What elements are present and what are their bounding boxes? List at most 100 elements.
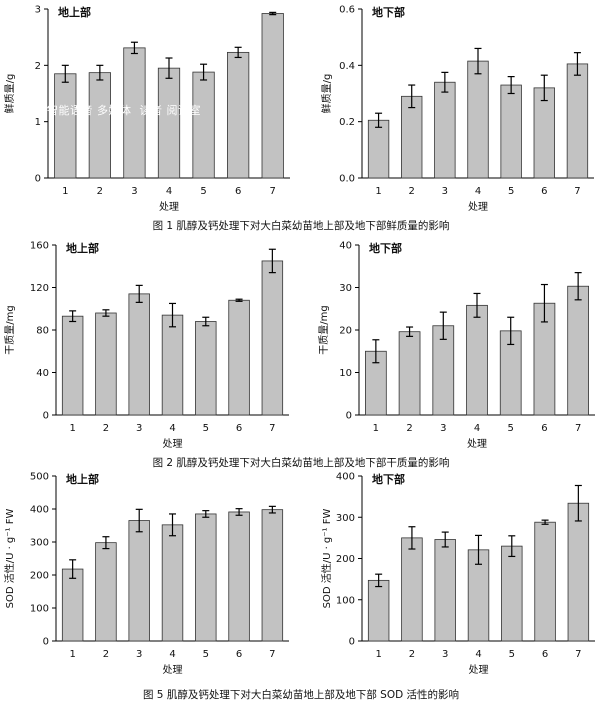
- chart5-x-tick-label: 2: [103, 649, 109, 660]
- chart3-x-axis-title: 处理: [163, 438, 183, 450]
- chart3-x-tick-label: 5: [203, 423, 209, 434]
- chart6-x-tick-label: 2: [409, 649, 415, 660]
- chart2-x-tick-label: 5: [508, 186, 514, 197]
- chart5-y-tick-label: 300: [30, 538, 49, 549]
- chart1-y-tick-label: 0: [35, 174, 41, 185]
- chart2-y-tick-label: 0.4: [339, 61, 355, 72]
- chart6-y-tick-label: 400: [336, 472, 355, 483]
- chart4-bar: [567, 285, 589, 416]
- figure-1-caption: 图 1 肌醇及钙处理下对大白菜幼苗地上部及地下部鲜质量的影响: [152, 220, 450, 232]
- chart4-x-tick-label: 5: [508, 423, 514, 434]
- chart6-y-axis-title: SOD 活性/U · g⁻¹ FW: [320, 509, 333, 609]
- chart2-y-axis-title: 鲜质量/g: [320, 74, 333, 114]
- chart3-title: 地上部: [66, 241, 99, 255]
- chart5-x-tick-label: 1: [69, 649, 75, 660]
- chart1-x-tick-label: 7: [270, 186, 276, 197]
- chart3-bar: [61, 315, 84, 416]
- chart5-y-tick-label: 100: [30, 604, 49, 615]
- chart4-x-tick-label: 3: [440, 423, 446, 434]
- chart4-title: 地下部: [369, 241, 402, 255]
- chart5-bar: [128, 520, 150, 642]
- chart5-bar: [95, 542, 117, 642]
- chart5-bar: [161, 524, 184, 642]
- chart2-bar: [367, 119, 390, 179]
- chart5-x-tick-label: 5: [203, 649, 209, 660]
- chart1-bar: [192, 71, 215, 179]
- chart5-bar: [261, 509, 284, 642]
- chart3-x-tick-label: 2: [103, 423, 109, 434]
- chart6-bar: [501, 545, 523, 642]
- chart1-bar: [227, 51, 250, 179]
- chart2-y-tick-label: 0.0: [339, 174, 355, 185]
- chart2-x-tick-label: 7: [574, 186, 580, 197]
- chart3-bar: [228, 299, 250, 416]
- chart3-bar: [161, 314, 184, 416]
- chart5-y-axis-title: SOD 活性/U · g⁻¹ FW: [3, 509, 16, 609]
- chart6-y-tick-label: 0: [349, 637, 355, 648]
- chart4-bar: [466, 304, 488, 416]
- chart1-y-tick-label: 1: [35, 117, 41, 128]
- chart5-x-tick-label: 6: [236, 649, 242, 660]
- chart1-y-tick-label: 2: [35, 61, 41, 72]
- watermark-text: 智能语音 多媒体 读者 阅读室: [47, 104, 201, 117]
- chart4-x-tick-label: 1: [373, 423, 379, 434]
- chart6-x-tick-label: 1: [375, 649, 381, 660]
- chart1-x-tick-label: 6: [235, 186, 241, 197]
- chart6-x-tick-label: 5: [509, 649, 515, 660]
- chart3-x-tick-label: 6: [236, 423, 242, 434]
- chart1-x-tick-label: 4: [166, 186, 172, 197]
- chart3-y-axis-title: 干质量/mg: [4, 305, 16, 354]
- chart3-bar: [128, 293, 150, 416]
- chart3-bar: [95, 312, 117, 416]
- chart6-x-tick-label: 3: [442, 649, 448, 660]
- chart4-y-tick-label: 30: [339, 283, 352, 294]
- chart5-y-tick-label: 200: [30, 571, 49, 582]
- chart1-x-tick-label: 1: [62, 186, 68, 197]
- chart6-bar: [401, 537, 423, 642]
- chart6-bar: [567, 502, 590, 642]
- chart3-y-tick-label: 120: [30, 283, 49, 294]
- chart1-x-tick-label: 3: [131, 186, 137, 197]
- chart2-bar: [434, 81, 456, 179]
- chart2-x-tick-label: 4: [475, 186, 481, 197]
- chart5-bar: [195, 513, 217, 642]
- chart1-bar: [88, 72, 111, 179]
- chart6-x-tick-label: 6: [542, 649, 548, 660]
- chart1-title: 地上部: [58, 5, 91, 19]
- chart4-y-tick-label: 40: [339, 241, 352, 252]
- chart5-y-tick-label: 500: [30, 472, 49, 483]
- chart5-x-tick-label: 3: [136, 649, 142, 660]
- chart2-bar: [500, 84, 522, 179]
- chart5-bar: [61, 568, 84, 642]
- chart2-bar: [566, 63, 589, 179]
- chart3-y-tick-label: 40: [36, 368, 49, 379]
- chart3-x-tick-label: 4: [169, 423, 175, 434]
- chart1-y-axis-title: 鲜质量/g: [3, 74, 16, 114]
- chart4-y-tick-label: 0: [346, 411, 352, 422]
- chart6-bar: [534, 521, 556, 642]
- chart1-y-tick-label: 3: [35, 5, 41, 16]
- chart5-bar: [228, 511, 250, 642]
- chart6-title: 地下部: [372, 472, 405, 486]
- chart4-x-tick-label: 7: [575, 423, 581, 434]
- chart1-bar: [54, 73, 77, 179]
- chart2-title: 地下部: [372, 5, 405, 19]
- chart1-x-axis-title: 处理: [159, 201, 179, 213]
- chart4-bar: [398, 331, 421, 416]
- chart3-bar: [195, 321, 217, 416]
- chart4-y-tick-label: 10: [339, 368, 352, 379]
- chart2-y-tick-label: 0.6: [339, 5, 355, 16]
- chart6-y-tick-label: 300: [336, 513, 355, 524]
- chart2-bar: [401, 95, 423, 179]
- chart4-x-tick-label: 4: [474, 423, 480, 434]
- chart3-x-tick-label: 3: [136, 423, 142, 434]
- chart3-x-tick-label: 7: [269, 423, 275, 434]
- chart1-x-tick-label: 5: [200, 186, 206, 197]
- chart2-bar: [467, 60, 489, 179]
- chart4-y-axis-title: 干质量/mg: [318, 305, 330, 354]
- chart1-bar: [157, 67, 181, 179]
- chart4-x-axis-title: 处理: [467, 438, 487, 450]
- chart5-y-tick-label: 0: [43, 637, 49, 648]
- chart3-y-tick-label: 160: [30, 241, 49, 252]
